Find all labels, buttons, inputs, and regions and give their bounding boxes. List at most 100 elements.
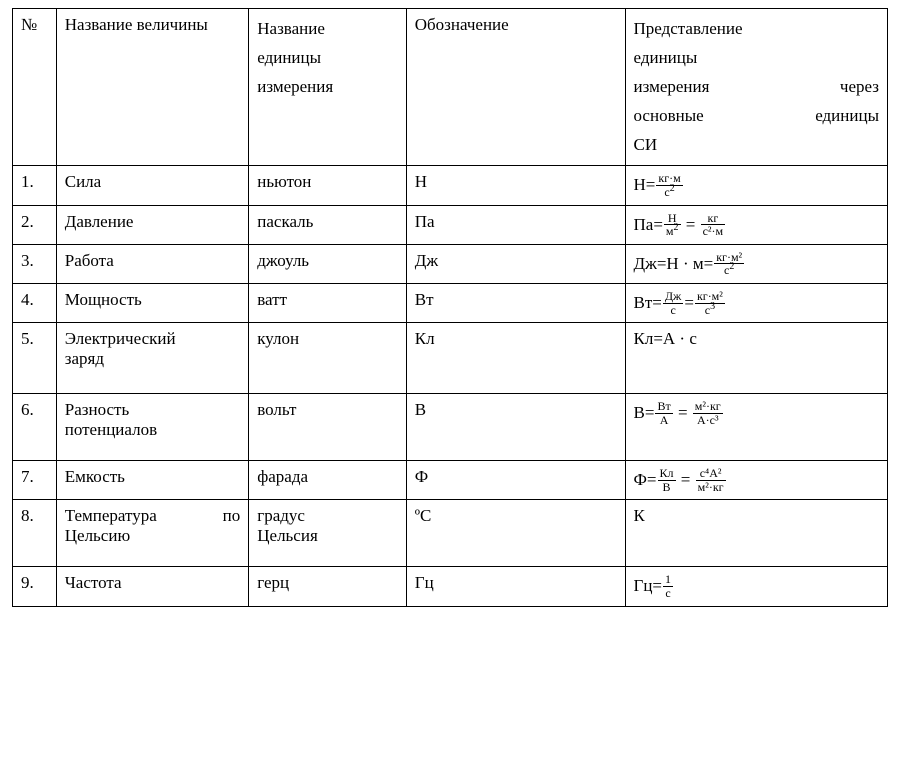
table-row: 8. Температура по Цельсию градус Цельсия… (13, 500, 888, 567)
cell-symbol: Н (406, 166, 625, 205)
col-header-unit-name: Название единицы измерения (249, 9, 407, 166)
fraction: 1с (662, 573, 674, 599)
table-row: 4. Мощность ватт Вт Вт=Джс=кг·м²с3 (13, 284, 888, 323)
text: заряд (65, 349, 104, 368)
cell-number: 7. (13, 461, 57, 500)
cell-quantity: Сила (56, 166, 249, 205)
text: Разность (65, 400, 129, 419)
cell-expression: Кл=А · с (625, 323, 888, 394)
cell-number: 4. (13, 284, 57, 323)
cell-expression: В=ВтА = м²·кгА·с³ (625, 394, 888, 461)
cell-expression: Дж=Н · м=кг·м²с2 (625, 244, 888, 283)
text: К (634, 506, 645, 525)
cell-number: 2. (13, 205, 57, 244)
cell-expression: Гц=1с (625, 567, 888, 606)
col-header-si-expression: Представление единицы измерения через ос… (625, 9, 888, 166)
cell-expression: К (625, 500, 888, 567)
cell-symbol: Ф (406, 461, 625, 500)
table-row: 6. Разность потенциалов вольт В В=ВтА = … (13, 394, 888, 461)
text: СИ (634, 131, 880, 160)
text: Цельсия (257, 526, 318, 545)
cell-symbol: В (406, 394, 625, 461)
cell-quantity: Работа (56, 244, 249, 283)
page: № Название величины Название единицы изм… (0, 0, 900, 767)
cell-unit: вольт (249, 394, 407, 461)
cell-expression: Вт=Джс=кг·м²с3 (625, 284, 888, 323)
text: измерения через (634, 77, 880, 96)
col-header-number: № (13, 9, 57, 166)
text: основные единицы (634, 106, 880, 125)
cell-symbol: Па (406, 205, 625, 244)
text: по (223, 506, 241, 525)
cell-unit: ньютон (249, 166, 407, 205)
text: = (674, 403, 692, 422)
table-row: 1. Сила ньютон Н Н=кг·мс2 (13, 166, 888, 205)
table-row: 2. Давление паскаль Па Па=Нм2 = кгс²·м (13, 205, 888, 244)
cell-symbol: Дж (406, 244, 625, 283)
text: Па= (634, 215, 663, 234)
cell-number: 1. (13, 166, 57, 205)
cell-unit: паскаль (249, 205, 407, 244)
cell-unit: кулон (249, 323, 407, 394)
text: единицы (634, 48, 698, 67)
text: = (684, 293, 694, 312)
fraction: с⁴А²м²·кг (695, 467, 727, 493)
si-units-table: № Название величины Название единицы изм… (12, 8, 888, 607)
text: Вт= (634, 293, 662, 312)
text: единицы (257, 48, 321, 67)
text: Дж=Н · м= (634, 254, 714, 273)
col-header-quantity: Название величины (56, 9, 249, 166)
table-row: 5. Электрический заряд кулон Кл Кл=А · с (13, 323, 888, 394)
fraction: Джс (662, 290, 684, 316)
cell-unit: градус Цельсия (249, 500, 407, 567)
text: градус (257, 506, 305, 525)
cell-symbol: Кл (406, 323, 625, 394)
table-row: 3. Работа джоуль Дж Дж=Н · м=кг·м²с2 (13, 244, 888, 283)
cell-quantity: Температура по Цельсию (56, 500, 249, 567)
text: Н= (634, 176, 656, 195)
cell-number: 9. (13, 567, 57, 606)
fraction: ВтА (654, 400, 673, 426)
cell-symbol: Вт (406, 284, 625, 323)
fraction: Нм2 (663, 212, 682, 238)
text: Название (257, 19, 325, 38)
cell-expression: Н=кг·мс2 (625, 166, 888, 205)
fraction: кгс²·м (700, 212, 727, 238)
cell-quantity: Давление (56, 205, 249, 244)
fraction: кг·м²с3 (694, 290, 726, 316)
cell-symbol: ºС (406, 500, 625, 567)
col-header-symbol: Обозначение (406, 9, 625, 166)
cell-expression: Па=Нм2 = кгс²·м (625, 205, 888, 244)
fraction: м²·кгА·с³ (692, 400, 724, 426)
table-row: 7. Емкость фарада Ф Ф=КлВ = с⁴А²м²·кг (13, 461, 888, 500)
cell-quantity: Частота (56, 567, 249, 606)
fraction: КлВ (657, 467, 677, 493)
cell-number: 8. (13, 500, 57, 567)
text: Гц= (634, 576, 663, 595)
text: Температура (65, 506, 157, 525)
text: = (682, 215, 700, 234)
text: Ф= (634, 470, 657, 489)
cell-number: 5. (13, 323, 57, 394)
text: Цельсию (65, 526, 130, 545)
table-header-row: № Название величины Название единицы изм… (13, 9, 888, 166)
text: В= (634, 403, 655, 422)
cell-quantity: Разность потенциалов (56, 394, 249, 461)
cell-unit: ватт (249, 284, 407, 323)
cell-unit: герц (249, 567, 407, 606)
cell-number: 6. (13, 394, 57, 461)
fraction: кг·мс2 (655, 172, 683, 198)
text: Электрический (65, 329, 176, 348)
fraction: кг·м²с2 (713, 251, 745, 277)
cell-quantity: Электрический заряд (56, 323, 249, 394)
text: Представление (634, 19, 743, 38)
table-row: 9. Частота герц Гц Гц=1с (13, 567, 888, 606)
text: потенциалов (65, 420, 157, 439)
text: = (677, 470, 695, 489)
cell-unit: джоуль (249, 244, 407, 283)
cell-expression: Ф=КлВ = с⁴А²м²·кг (625, 461, 888, 500)
text: Кл=А · с (634, 329, 697, 348)
cell-quantity: Емкость (56, 461, 249, 500)
cell-unit: фарада (249, 461, 407, 500)
text: измерения (257, 77, 333, 96)
